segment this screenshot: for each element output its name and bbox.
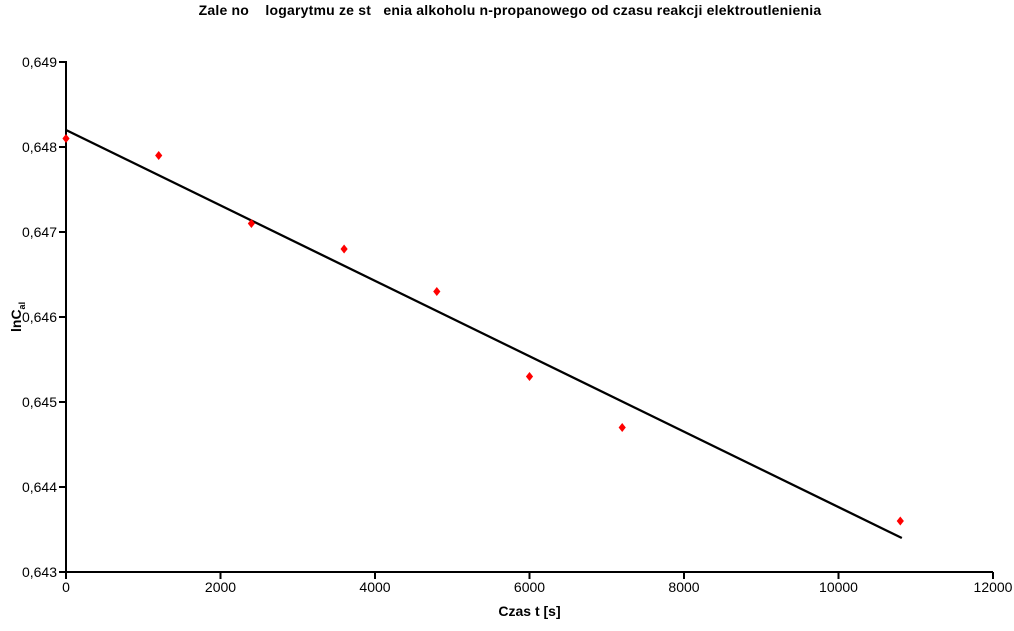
x-tick-label: 2000 <box>205 579 236 595</box>
data-points-group <box>62 134 904 526</box>
data-point-marker <box>155 151 163 160</box>
y-tick-label: 0,648 <box>22 139 57 155</box>
x-tick-label: 12000 <box>974 579 1013 595</box>
x-tick-label: 4000 <box>359 579 390 595</box>
data-point-marker <box>525 372 534 381</box>
chart-title: Zale no logarytmu ze st enia alkoholu n-… <box>198 2 822 18</box>
y-tick-label: 0,643 <box>22 564 57 580</box>
data-point-marker <box>896 516 904 526</box>
x-tick-label: 8000 <box>668 579 699 595</box>
y-tick-label: 0,644 <box>22 479 57 495</box>
data-point-marker <box>62 134 70 143</box>
data-point-marker <box>618 423 626 432</box>
x-axis-ticks: 0 2000 4000 6000 8000 10000 12000 <box>62 572 1013 595</box>
y-tick-label: 0,649 <box>22 54 57 70</box>
data-point-marker <box>433 287 441 296</box>
y-tick-label: 0,645 <box>22 394 57 410</box>
trendline-group <box>65 128 903 540</box>
x-tick-label: 0 <box>62 579 70 595</box>
trendline <box>65 128 903 540</box>
y-tick-label: 0,647 <box>22 224 57 240</box>
y-tick-label: 0,646 <box>22 309 57 325</box>
x-axis-title: Czas t [s] <box>498 603 561 619</box>
data-point-marker <box>340 244 348 254</box>
x-tick-label: 6000 <box>514 579 545 595</box>
x-tick-label: 10000 <box>819 579 858 595</box>
data-point-marker <box>247 219 255 228</box>
y-axis-ticks: 0,643 0,644 0,645 0,646 0,647 0,648 0,649 <box>22 54 66 580</box>
